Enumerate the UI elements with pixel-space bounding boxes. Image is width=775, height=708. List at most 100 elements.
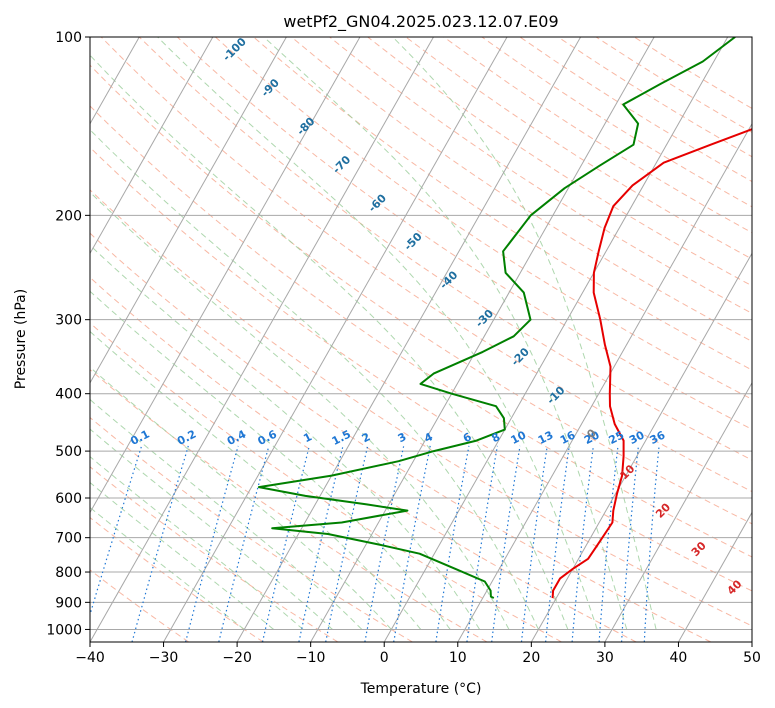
x-tick-label: 50 xyxy=(743,650,761,666)
isotherm-line xyxy=(530,252,752,642)
mixing-ratio-label: 13 xyxy=(536,429,556,448)
y-axis-title: Pressure (hPa) xyxy=(13,289,29,389)
x-tick-label: 10 xyxy=(449,650,467,666)
dry-adiabat-line xyxy=(90,416,413,642)
x-tick-label: −20 xyxy=(222,650,252,666)
moist-adiabat-line xyxy=(90,455,304,630)
mixing-ratio-line xyxy=(435,445,470,642)
mixing-ratio-line xyxy=(545,445,570,642)
mixing-ratio-label: 20 xyxy=(582,428,602,447)
mixing-ratio-line xyxy=(218,445,270,642)
moist-adiabat-line xyxy=(90,129,539,630)
x-tick-label: −10 xyxy=(296,650,326,666)
dry-adiabat-line xyxy=(291,37,752,342)
x-axis-title: Temperature (°C) xyxy=(360,681,482,697)
y-tick-label: 800 xyxy=(55,565,82,581)
dry-adiabat-label: -20 xyxy=(509,345,532,368)
dry-adiabat-line xyxy=(90,232,712,642)
dry-adiabat-line xyxy=(329,37,752,314)
dry-adiabat-label: -100 xyxy=(220,35,249,64)
moist-adiabat-line xyxy=(263,37,628,630)
mixing-ratio-label: 0.1 xyxy=(128,428,151,448)
isotherm-line xyxy=(457,122,752,642)
plot-frame xyxy=(89,36,753,643)
dewpoint-profile-line xyxy=(257,37,736,599)
dry-adiabat-line xyxy=(176,37,752,430)
dry-adiabat-line xyxy=(90,276,637,642)
isotherm-line xyxy=(236,37,582,642)
moist-adiabat-line xyxy=(157,37,598,630)
mixing-ratio-label: 25 xyxy=(607,429,627,448)
dry-adiabat-label: 40 xyxy=(725,577,745,597)
y-tick-label: 200 xyxy=(55,208,82,224)
y-tick-label: 100 xyxy=(55,30,82,46)
chart-title: wetPf2_GN04.2025.023.12.07.E09 xyxy=(283,12,558,32)
moist-adiabat-line xyxy=(90,428,333,630)
dry-adiabat-line xyxy=(90,368,488,642)
isotherm-line xyxy=(163,37,508,642)
moist-adiabat-line xyxy=(90,244,481,630)
moist-adiabat-line xyxy=(90,398,363,630)
axes: −40 −30 −20 −10 0 10 20 30 40 50 100 200 300 400 500 60… xyxy=(46,30,761,666)
isotherm-line xyxy=(90,37,434,642)
dry-adiabat-line xyxy=(90,569,189,642)
mixing-ratio-line xyxy=(364,445,405,642)
dry-adiabat-label: -10 xyxy=(544,384,567,407)
y-tick-label: 500 xyxy=(55,444,82,460)
mixing-ratio-label: 0.4 xyxy=(225,427,249,448)
dry-adiabat-label: -60 xyxy=(366,191,389,214)
dry-adiabat-line xyxy=(90,322,562,642)
y-tick-label: 900 xyxy=(55,595,82,611)
moist-adiabat-line xyxy=(90,290,451,630)
dry-adiabat-line xyxy=(443,37,752,234)
dry-adiabat-label: 30 xyxy=(689,539,709,559)
mixing-ratio-label: 3 xyxy=(396,430,409,445)
dry-adiabat-line xyxy=(519,37,752,183)
dry-adiabat-line xyxy=(557,37,752,158)
isotherm-line xyxy=(0,37,66,642)
x-tick-label: −40 xyxy=(75,650,105,666)
dry-adiabat-line xyxy=(90,466,339,642)
x-tick-label: 0 xyxy=(380,650,389,666)
mixing-ratio-label: 1 xyxy=(301,430,314,445)
mixing-ratio-line xyxy=(393,445,431,642)
dry-adiabat-label: 20 xyxy=(653,500,673,520)
y-tick-label: 700 xyxy=(55,531,82,547)
background-reference-lines xyxy=(0,37,752,642)
mixing-ratio-line xyxy=(298,445,344,642)
mixing-ratio-line xyxy=(325,445,369,642)
mixing-ratio-label: 36 xyxy=(648,428,668,447)
y-tick-label: 600 xyxy=(55,491,82,507)
mixing-ratio-line xyxy=(598,445,619,642)
mixing-ratio-label: 10 xyxy=(509,428,529,447)
x-tick-label: 30 xyxy=(596,650,614,666)
dry-adiabat-line xyxy=(138,37,752,461)
isotherm-line xyxy=(604,381,752,642)
mixing-ratio-label: 4 xyxy=(422,430,435,445)
mixing-ratio-line xyxy=(90,445,143,617)
x-tick-label: 40 xyxy=(670,650,688,666)
series-layer xyxy=(257,37,752,599)
isotherm-line xyxy=(310,37,655,642)
x-tick-label: −30 xyxy=(149,650,179,666)
mixing-ratio-label: 30 xyxy=(627,428,647,447)
mixing-ratio-label: 0.2 xyxy=(175,428,198,448)
mixing-ratio-line xyxy=(261,445,310,642)
isotherm-line xyxy=(678,511,752,642)
dry-adiabat-line xyxy=(100,37,752,493)
isotherm-line xyxy=(90,37,214,255)
moist-adiabat-line xyxy=(90,330,422,630)
dry-adiabat-label: -70 xyxy=(330,153,353,176)
moist-adiabat-line xyxy=(90,191,510,630)
isotherm-line xyxy=(383,37,729,642)
y-tick-label: 400 xyxy=(55,387,82,403)
dry-adiabat-line xyxy=(90,146,752,592)
dry-adiabat-line xyxy=(90,189,752,627)
mixing-ratio-label: 2 xyxy=(360,430,373,445)
y-tick-label: 1000 xyxy=(46,622,82,638)
reference-line-labels: 0.1 0.2 0.4 0.6 1 1.5 2 3 4 6 8 10 13 16 20 25 30 36-100-… xyxy=(128,35,744,598)
mixing-ratio-line xyxy=(643,445,660,642)
dry-adiabat-label: -40 xyxy=(437,268,460,291)
temperature-profile-line xyxy=(551,128,752,599)
